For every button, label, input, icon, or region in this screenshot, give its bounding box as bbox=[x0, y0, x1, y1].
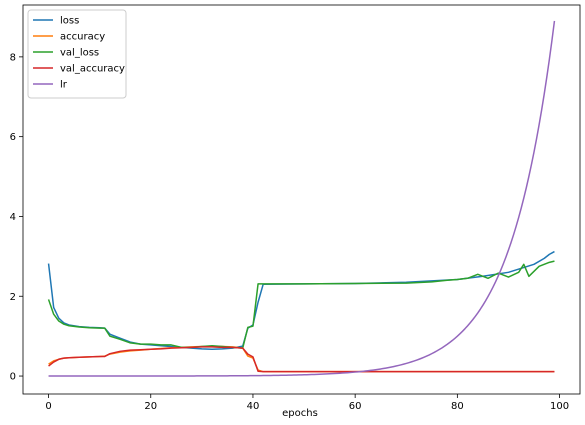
legend-label: val_accuracy bbox=[60, 64, 125, 75]
x-tick-label: 100 bbox=[550, 401, 569, 412]
x-tick-label: 40 bbox=[247, 401, 260, 412]
x-axis-label: epochs bbox=[282, 408, 318, 419]
x-axis: 0 20 40 60 80 100 bbox=[45, 394, 569, 412]
legend-label: val_loss bbox=[60, 48, 99, 59]
series-line-lr bbox=[48, 20, 556, 377]
legend-label: lr bbox=[60, 80, 68, 91]
series-line-val-accuracy bbox=[48, 346, 555, 373]
x-tick-label: 60 bbox=[349, 401, 362, 412]
legend-box bbox=[27, 9, 127, 99]
x-tick-label: 0 bbox=[45, 401, 51, 412]
y-tick-label: 8 bbox=[10, 52, 16, 63]
series-layer bbox=[47, 20, 556, 377]
x-tick-label: 80 bbox=[451, 401, 464, 412]
x-tick-label: 20 bbox=[144, 401, 157, 412]
y-tick-label: 4 bbox=[10, 212, 16, 223]
y-axis: 0 2 4 6 8 bbox=[10, 52, 23, 383]
y-tick-label: 6 bbox=[10, 132, 16, 143]
legend-label: accuracy bbox=[60, 32, 105, 43]
legend-label: loss bbox=[60, 16, 79, 27]
y-tick-label: 0 bbox=[10, 372, 16, 383]
y-tick-label: 2 bbox=[10, 292, 16, 303]
plot-frame bbox=[22, 4, 581, 395]
